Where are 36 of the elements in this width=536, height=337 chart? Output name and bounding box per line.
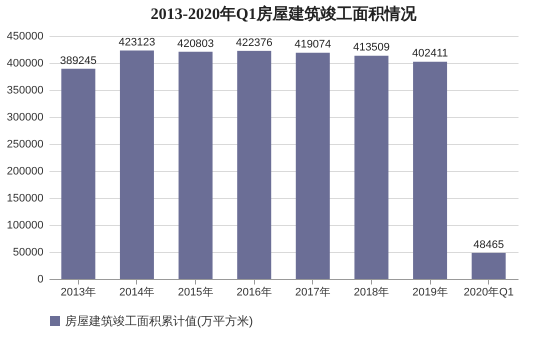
x-tick-label: 2020年Q1 xyxy=(464,286,514,298)
data-label: 389245 xyxy=(60,54,97,67)
y-tick-label: 50000 xyxy=(12,246,44,258)
data-label: 402411 xyxy=(412,48,448,60)
x-tick-label: 2018年 xyxy=(354,286,390,298)
bar xyxy=(296,52,330,279)
y-tick-label: 300000 xyxy=(6,112,44,124)
y-tick-label: 150000 xyxy=(6,192,44,204)
legend-label: 房屋建筑竣工面积累计值(万平方米) xyxy=(65,314,253,328)
data-label: 420803 xyxy=(177,38,214,50)
y-tick-label: 100000 xyxy=(6,220,44,232)
data-label: 419074 xyxy=(294,38,332,51)
x-tick-label: 2016年 xyxy=(236,286,272,298)
bar xyxy=(472,252,506,279)
bar xyxy=(237,50,272,279)
y-tick-label: 450000 xyxy=(6,30,44,42)
x-tick-label: 2013年 xyxy=(60,286,96,298)
bar xyxy=(354,56,388,279)
x-tick-label: 2017年 xyxy=(295,286,331,298)
y-tick-label: 0 xyxy=(37,274,44,286)
y-tick-label: 250000 xyxy=(6,138,44,150)
x-tick-label: 2014年 xyxy=(119,286,155,298)
chart-title: 2013-2020年Q1房屋建筑竣工面积情况 xyxy=(150,4,418,23)
data-label: 423123 xyxy=(118,36,156,49)
bar xyxy=(178,52,213,279)
data-label: 48465 xyxy=(473,238,504,251)
bar xyxy=(413,62,448,279)
data-label: 413509 xyxy=(353,42,390,54)
bar xyxy=(61,68,96,279)
y-tick-label: 200000 xyxy=(6,166,44,178)
y-tick-label: 350000 xyxy=(6,84,44,96)
data-label: 422376 xyxy=(236,36,273,49)
x-tick-label: 2019年 xyxy=(412,286,448,298)
bar xyxy=(120,50,154,279)
x-tick-label: 2015年 xyxy=(178,286,214,298)
y-tick-label: 400000 xyxy=(6,58,44,70)
